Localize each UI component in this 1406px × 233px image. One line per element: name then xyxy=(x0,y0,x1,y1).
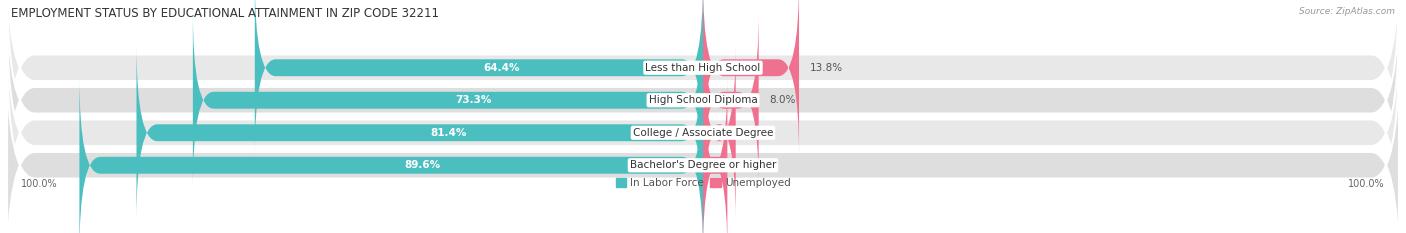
FancyBboxPatch shape xyxy=(7,48,1399,233)
FancyBboxPatch shape xyxy=(254,0,703,157)
Legend: In Labor Force, Unemployed: In Labor Force, Unemployed xyxy=(612,174,794,192)
Text: Source: ZipAtlas.com: Source: ZipAtlas.com xyxy=(1299,7,1395,16)
FancyBboxPatch shape xyxy=(703,44,735,222)
FancyBboxPatch shape xyxy=(703,76,727,233)
Text: Less than High School: Less than High School xyxy=(645,63,761,73)
Text: 100.0%: 100.0% xyxy=(21,179,58,189)
Text: Bachelor's Degree or higher: Bachelor's Degree or higher xyxy=(630,160,776,170)
Text: 13.8%: 13.8% xyxy=(810,63,842,73)
Text: 4.7%: 4.7% xyxy=(747,128,773,138)
Text: EMPLOYMENT STATUS BY EDUCATIONAL ATTAINMENT IN ZIP CODE 32211: EMPLOYMENT STATUS BY EDUCATIONAL ATTAINM… xyxy=(11,7,439,20)
Text: High School Diploma: High School Diploma xyxy=(648,95,758,105)
FancyBboxPatch shape xyxy=(703,11,759,189)
Text: 81.4%: 81.4% xyxy=(430,128,467,138)
Text: 8.0%: 8.0% xyxy=(769,95,796,105)
Text: 64.4%: 64.4% xyxy=(484,63,520,73)
FancyBboxPatch shape xyxy=(703,0,799,157)
FancyBboxPatch shape xyxy=(7,16,1399,233)
FancyBboxPatch shape xyxy=(7,0,1399,217)
Text: College / Associate Degree: College / Associate Degree xyxy=(633,128,773,138)
Text: 3.5%: 3.5% xyxy=(738,160,765,170)
FancyBboxPatch shape xyxy=(7,0,1399,185)
FancyBboxPatch shape xyxy=(136,44,703,222)
Text: 73.3%: 73.3% xyxy=(456,95,492,105)
Text: 100.0%: 100.0% xyxy=(1348,179,1385,189)
Text: 89.6%: 89.6% xyxy=(405,160,440,170)
FancyBboxPatch shape xyxy=(79,76,703,233)
FancyBboxPatch shape xyxy=(193,11,703,189)
